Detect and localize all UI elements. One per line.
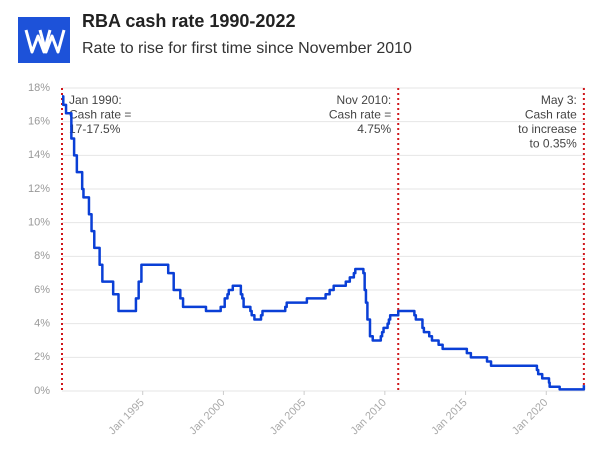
annotation-text: Nov 2010: [337,93,392,107]
logo [18,17,70,63]
annotation-text: May 3: [541,93,577,107]
logo-mark [24,29,66,54]
annotation-text: to increase [518,122,577,136]
annotation-text: 4.75% [357,122,391,136]
x-tick-label: Jan 2000 [187,397,227,437]
annotation-text: to 0.35% [529,137,577,151]
annotation-text: Cash rate [525,108,577,122]
x-tick-label: Jan 1995 [106,397,146,437]
chart-title: RBA cash rate 1990-2022 [82,11,295,31]
y-tick-label: 12% [28,183,50,195]
annotation-text: Cash rate = [329,108,391,122]
chart-subtitle: Rate to rise for first time since Novemb… [82,40,412,57]
y-tick-label: 16% [28,116,50,128]
y-tick-label: 10% [28,217,50,229]
y-tick-label: 0% [34,385,50,397]
y-tick-label: 18% [28,82,50,94]
x-tick-label: Jan 2020 [510,397,550,437]
y-tick-label: 14% [28,149,50,161]
y-tick-label: 4% [34,318,50,330]
y-tick-label: 6% [34,284,50,296]
annotation-text: 17-17.5% [69,122,121,136]
annotation-text: Jan 1990: [69,93,122,107]
x-tick-label: Jan 2015 [429,397,469,437]
y-tick-label: 2% [34,351,50,363]
annotation-text: Cash rate = [69,108,131,122]
y-tick-label: 8% [34,250,50,262]
x-tick-label: Jan 2005 [268,397,308,437]
x-tick-label: Jan 2010 [349,397,389,437]
rate-line [62,95,586,391]
